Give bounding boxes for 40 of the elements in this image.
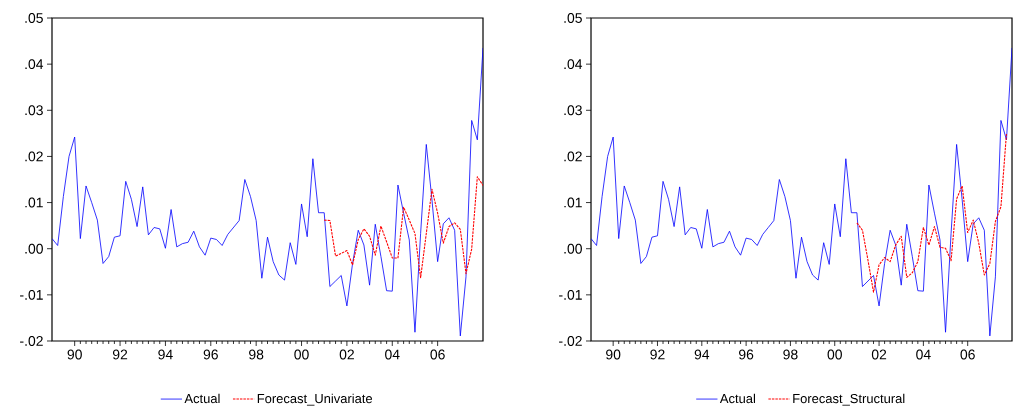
x-tick-label: 92 — [112, 349, 128, 360]
y-tick-label: .04 — [25, 59, 44, 70]
x-tick-label: 92 — [650, 349, 665, 360]
x-tick-label: 96 — [203, 349, 218, 360]
y-tick-label: .05 — [564, 13, 582, 23]
y-tick-label: .01 — [25, 197, 43, 208]
x-tick-label: 90 — [67, 349, 82, 360]
y-tick-label: .03 — [25, 105, 43, 116]
x-tick-label: 06 — [430, 349, 445, 360]
y-tick-label: .02 — [564, 151, 582, 162]
y-tick-label: -.02 — [20, 336, 43, 346]
x-tick-label: 98 — [783, 349, 798, 360]
y-tick-label: -.01 — [559, 289, 582, 300]
y-tick-label: .05 — [25, 13, 43, 23]
legend-label: Forecast_Univariate — [257, 393, 373, 406]
x-tick-label: 98 — [249, 349, 264, 360]
x-tick-label: 96 — [739, 349, 754, 360]
x-tick-label: 06 — [960, 349, 975, 360]
x-tick-label: 04 — [916, 349, 931, 360]
y-tick-label: .01 — [564, 197, 582, 208]
y-tick-label: -.02 — [559, 336, 582, 346]
x-tick-label: 00 — [294, 349, 309, 360]
x-tick-label: 94 — [158, 349, 173, 360]
line-series — [591, 47, 1013, 337]
legend-label: Actual — [719, 393, 755, 404]
line-series — [856, 132, 1008, 293]
x-tick-label: 04 — [385, 349, 400, 360]
x-tick-label: 02 — [339, 349, 354, 360]
y-tick-label: .04 — [564, 59, 583, 70]
y-tick-label: .00 — [25, 243, 43, 254]
legend-label: Actual — [184, 393, 220, 404]
x-tick-label: 02 — [871, 349, 887, 360]
legend-label: Forecast_Structural — [793, 393, 905, 406]
y-tick-label: .03 — [564, 105, 582, 116]
x-tick-label: 94 — [694, 349, 710, 360]
y-tick-label: -.01 — [20, 289, 43, 300]
y-tick-label: .00 — [564, 243, 582, 254]
x-tick-label: 00 — [827, 349, 842, 360]
y-tick-label: .02 — [25, 151, 43, 162]
x-tick-label: 90 — [606, 349, 621, 360]
